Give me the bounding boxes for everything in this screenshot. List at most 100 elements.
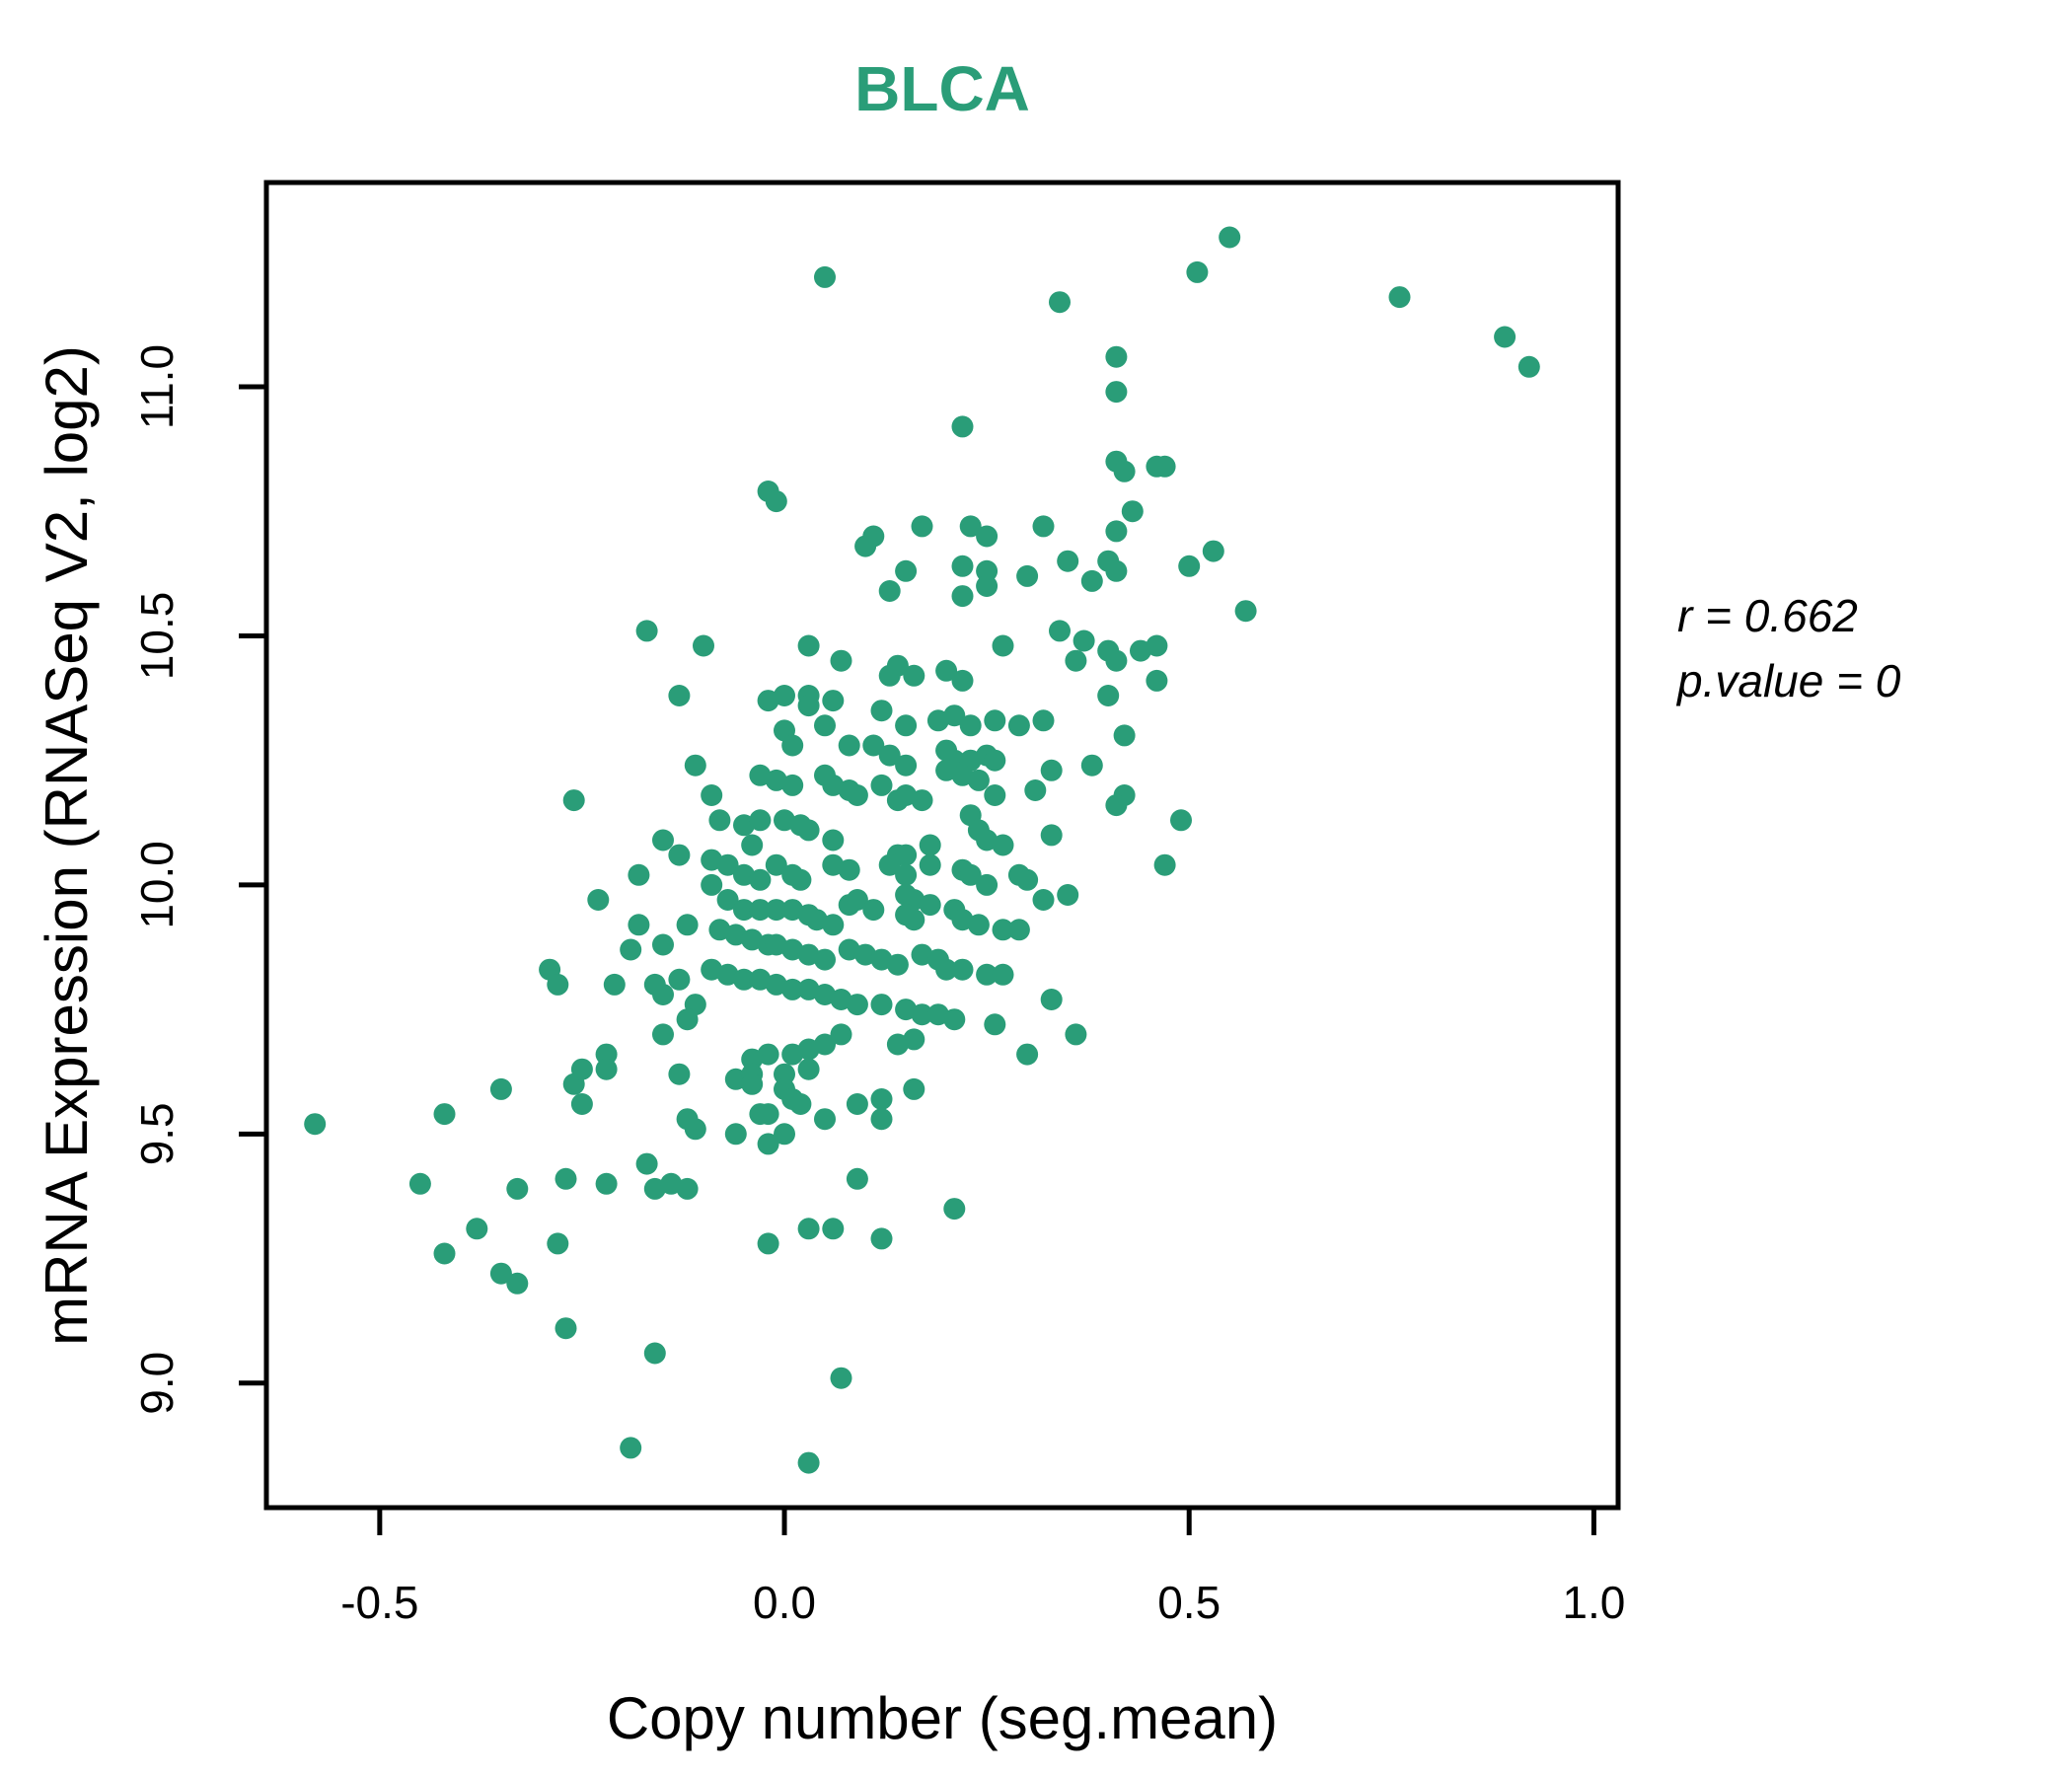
data-point [595,1058,618,1080]
data-point [765,490,787,513]
data-point [797,819,820,842]
data-point [976,963,999,986]
data-point [1016,1043,1039,1066]
data-point [1080,754,1103,777]
data-point [1049,620,1071,642]
data-point [854,535,877,557]
data-point [652,829,674,851]
data-point [620,1437,642,1459]
data-point [967,914,990,936]
data-point [668,685,691,706]
data-point [701,873,723,896]
data-point [668,968,691,991]
x-axis-ticks: -0.5 0.0 0.5 1.0 [340,1508,1625,1628]
x-axis-label: Copy number (seg.mean) [607,1685,1278,1751]
data-point [570,1093,593,1115]
data-point [1202,540,1224,562]
data-point [992,634,1014,657]
data-point [814,265,836,288]
data-points [304,226,1540,1474]
data-point [1105,345,1128,368]
data-point [911,789,933,812]
data-point [943,1008,966,1031]
data-point [757,1133,779,1155]
data-point [1121,500,1144,523]
x-tick-label: -0.5 [340,1577,418,1628]
data-point [976,525,999,548]
data-point [814,1108,836,1131]
data-point [911,515,933,538]
data-point [919,853,941,876]
data-point [1097,685,1120,706]
data-point [838,734,860,757]
data-point [1186,260,1209,283]
data-point [668,844,691,866]
data-point [749,868,772,891]
data-point [805,909,828,931]
data-point [693,634,714,657]
data-point [587,889,610,911]
data-point [676,1008,699,1031]
data-point [935,659,958,682]
data-point [814,714,836,737]
data-point [781,734,804,757]
data-point [878,744,901,767]
data-point [870,1108,893,1131]
data-point [1007,714,1030,737]
data-point [976,559,999,582]
data-point [1032,709,1055,732]
data-point [822,853,845,876]
data-point [846,1093,868,1115]
data-point [781,978,804,1000]
y-tick-label: 9.5 [131,1102,183,1165]
data-point [676,914,699,936]
data-point [1494,326,1517,348]
data-point [628,863,650,886]
data-point [1073,629,1095,652]
data-point [846,889,868,911]
data-point [676,1177,699,1200]
data-point [635,620,658,642]
data-point [1105,381,1128,404]
data-point [919,894,941,917]
data-point [822,1218,845,1240]
y-tick-label: 9.0 [131,1352,183,1415]
data-point [1105,559,1128,582]
data-point [555,1317,577,1340]
y-tick-label: 10.0 [131,841,183,929]
data-point [1170,809,1192,832]
data-point [992,919,1014,941]
data-point [951,415,974,438]
data-point [757,690,779,712]
data-point [886,953,909,976]
data-point [1153,853,1176,876]
data-point [1040,824,1063,847]
data-point [708,809,731,832]
data-point [903,909,925,931]
data-point [895,714,918,737]
y-tick-label: 10.5 [131,592,183,681]
data-point [870,700,893,722]
data-point [886,1033,909,1056]
data-point [506,1177,529,1200]
data-point [765,853,787,876]
data-point [1024,779,1047,801]
data-point [903,664,925,687]
data-point [1113,460,1136,482]
data-point [903,1077,925,1100]
data-point [1130,639,1151,662]
data-point [814,948,836,971]
data-point [1016,564,1039,587]
data-point [959,515,982,538]
data-point [547,1232,569,1255]
data-point [951,555,974,577]
data-point [984,1013,1006,1036]
data-point [1153,455,1176,478]
data-point [1065,649,1087,672]
data-point [668,1063,691,1085]
data-point [846,1167,868,1190]
data-point [895,844,918,866]
data-point [797,634,820,657]
data-point [684,754,706,777]
data-point [789,1093,812,1115]
